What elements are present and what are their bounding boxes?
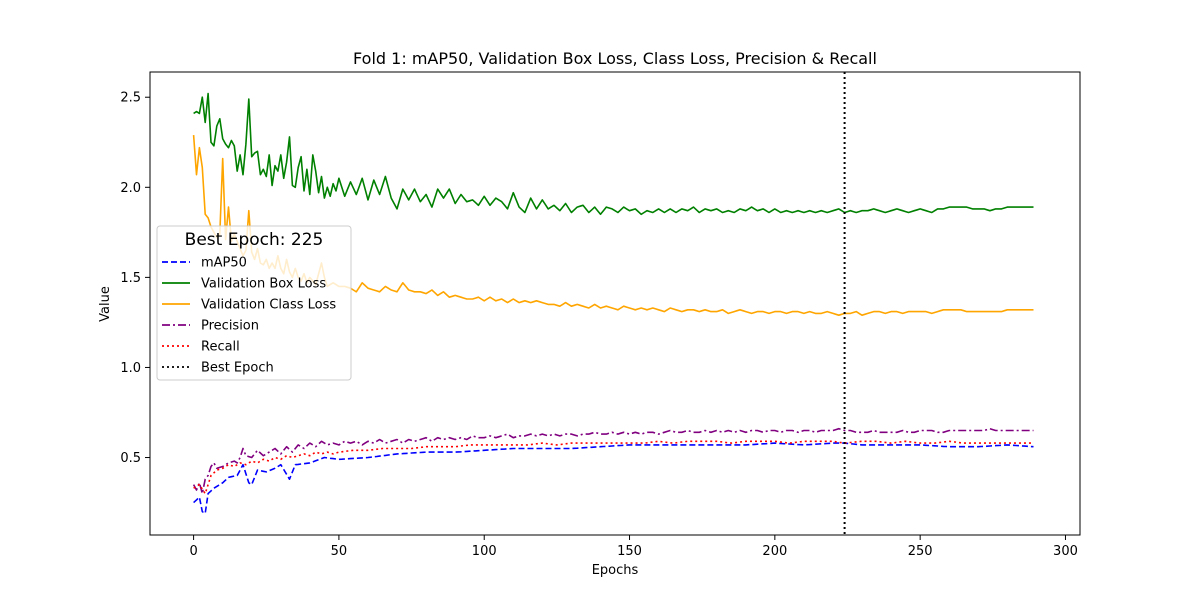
plot-frame — [149, 71, 1081, 536]
series-line-precision — [192, 427, 1034, 495]
series-line-validation-box-loss — [193, 92, 1034, 216]
legend-label-recall: Recall — [201, 340, 240, 355]
legend: Best Epoch: 225 mAP50 Validation Box Loss… — [156, 225, 352, 381]
legend-entries: mAP50 Validation Box Loss Validation Class… — [162, 256, 336, 376]
x-tick-label: 50 — [331, 544, 348, 559]
series-line-recall — [193, 440, 1034, 495]
x-axis-label: Epochs — [592, 563, 639, 578]
y-tick-label: 2.5 — [120, 91, 141, 106]
x-tick-label: 200 — [762, 544, 787, 559]
legend-label-precision: Precision — [201, 319, 259, 334]
legend-title: Best Epoch: 225 — [185, 230, 324, 250]
y-tick-label: 1.5 — [120, 271, 141, 286]
series-layer — [192, 92, 1034, 515]
y-tick-label: 2.0 — [120, 181, 141, 196]
legend-label-best-epoch: Best Epoch — [201, 361, 274, 376]
y-tick-label: 1.0 — [120, 361, 141, 376]
x-axis: 0 50 100 150 200 250 300 — [189, 535, 1078, 559]
plot-area — [149, 71, 1081, 536]
y-axis: 0.5 1.0 1.5 2.0 2.5 — [120, 91, 150, 466]
legend-label-validation-class-loss: Validation Class Loss — [201, 298, 336, 313]
x-tick-label: 250 — [908, 544, 933, 559]
legend-label-validation-box-loss: Validation Box Loss — [201, 277, 326, 292]
legend-box — [156, 225, 352, 381]
legend-label-map50: mAP50 — [201, 256, 247, 271]
x-tick-label: 100 — [472, 544, 497, 559]
x-tick-label: 300 — [1053, 544, 1078, 559]
y-tick-label: 0.5 — [120, 451, 141, 466]
series-line-map50 — [193, 442, 1034, 515]
chart-title: Fold 1: mAP50, Validation Box Loss, Clas… — [353, 49, 877, 68]
x-tick-label: 150 — [617, 544, 642, 559]
y-axis-label: Value — [98, 286, 113, 322]
x-tick-label: 0 — [189, 544, 197, 559]
